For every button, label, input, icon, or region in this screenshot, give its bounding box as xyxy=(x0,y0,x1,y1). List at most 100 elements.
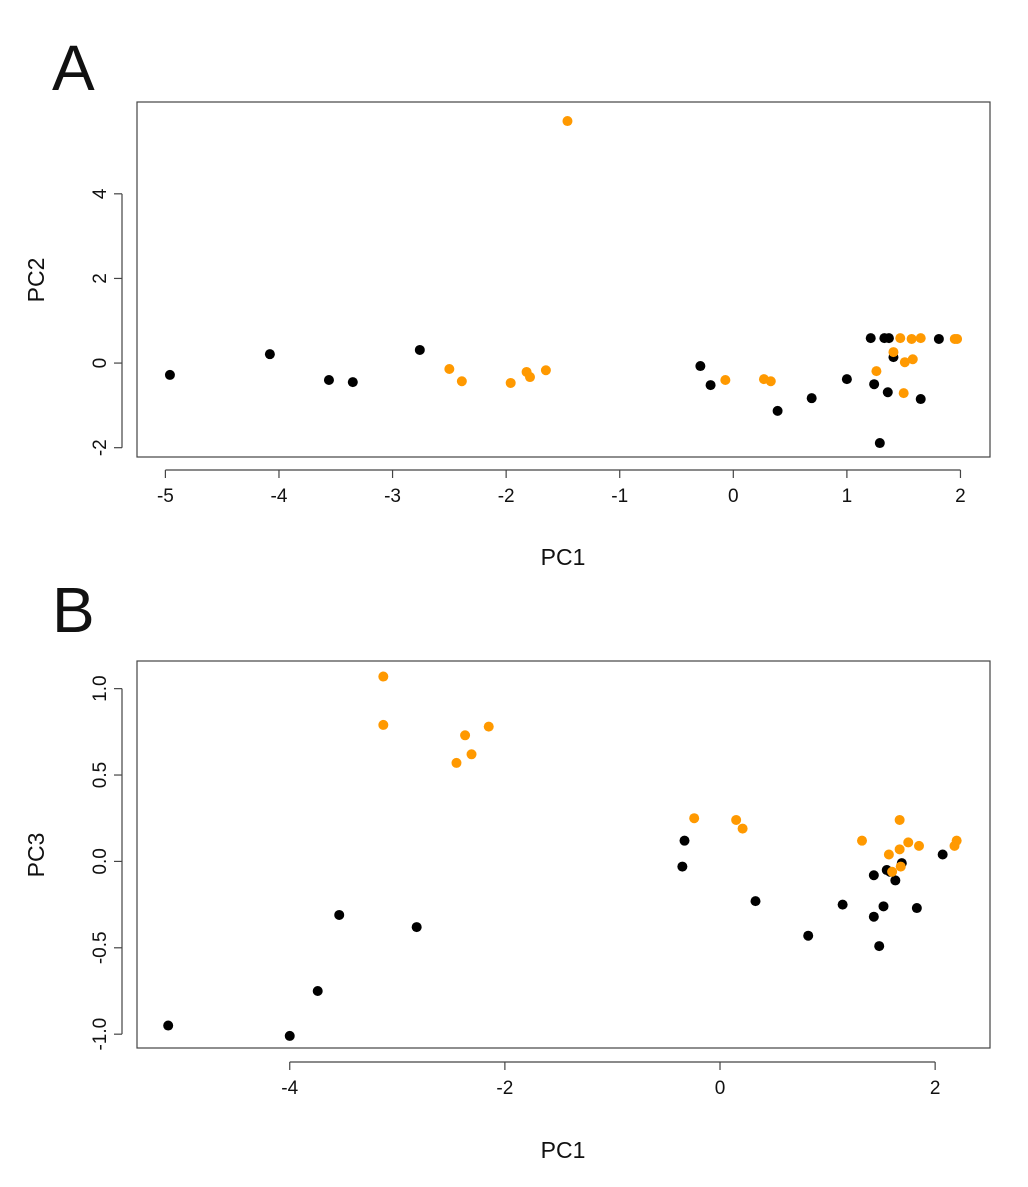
data-point-black xyxy=(868,911,879,922)
y-tick-label: 0 xyxy=(90,358,111,369)
x-tick-label: 0 xyxy=(728,486,739,507)
data-point-orange xyxy=(689,813,700,824)
data-point-black xyxy=(284,1030,295,1041)
y-tick-label: -0.5 xyxy=(90,931,111,964)
x-tick-label: 0 xyxy=(715,1078,726,1099)
data-point-orange xyxy=(894,814,905,825)
data-point-orange xyxy=(765,376,776,387)
data-point-black xyxy=(915,394,926,405)
data-point-orange xyxy=(895,861,906,872)
data-point-orange xyxy=(915,333,926,344)
y-tick-label: 0.0 xyxy=(90,848,111,874)
y-axis-title: PC3 xyxy=(23,833,49,878)
data-point-black xyxy=(677,861,688,872)
data-point-orange xyxy=(720,374,731,385)
data-point-black xyxy=(865,333,876,344)
data-point-orange xyxy=(483,721,494,732)
data-point-black xyxy=(933,333,944,344)
data-point-black xyxy=(163,1020,174,1031)
data-point-black xyxy=(869,379,880,390)
data-point-black xyxy=(695,361,706,372)
x-tick-label: -5 xyxy=(157,486,174,507)
data-point-black xyxy=(164,369,175,380)
data-point-black xyxy=(414,344,425,355)
x-tick-label: -4 xyxy=(271,486,288,507)
data-point-black xyxy=(874,941,885,952)
data-point-black xyxy=(411,922,422,933)
x-tick-label: -3 xyxy=(384,486,401,507)
data-point-orange xyxy=(451,757,462,768)
data-point-orange xyxy=(466,749,477,760)
data-point-orange xyxy=(871,366,882,377)
y-axis-title: PC2 xyxy=(23,258,49,303)
panel-b-chart: B PC1 PC3 -4 -2 0 2 -1.0 -0.5 0.0 0.5 1.0 xyxy=(23,574,991,1163)
data-point-black xyxy=(264,349,275,360)
data-point-orange xyxy=(540,365,551,376)
data-point-orange xyxy=(856,835,867,846)
data-point-orange xyxy=(952,333,963,344)
y-tick-label: -1.0 xyxy=(90,1018,111,1051)
data-point-black xyxy=(883,333,894,344)
data-point-black xyxy=(878,901,889,912)
x-tick-label: -4 xyxy=(281,1078,298,1099)
y-tick-label: -2 xyxy=(90,439,111,456)
data-point-orange xyxy=(378,671,389,682)
data-point-orange xyxy=(903,837,914,848)
y-tick-label: 1.0 xyxy=(90,675,111,701)
data-point-orange xyxy=(907,354,918,365)
x-tick-label: 2 xyxy=(930,1078,941,1099)
data-point-orange xyxy=(444,363,455,374)
data-point-black xyxy=(679,835,690,846)
data-point-black xyxy=(868,870,879,881)
data-point-orange xyxy=(895,333,906,344)
data-point-orange xyxy=(894,844,905,855)
data-point-black xyxy=(806,393,817,404)
x-axis-title: PC1 xyxy=(541,544,586,570)
data-point-black xyxy=(837,899,848,910)
data-point-black xyxy=(323,374,334,385)
data-point-orange xyxy=(898,388,909,399)
panel-label-b: B xyxy=(52,574,95,646)
y-tick-label: 2 xyxy=(90,273,111,284)
data-point-black xyxy=(803,930,814,941)
x-tick-label: -1 xyxy=(611,486,628,507)
data-point-orange xyxy=(460,730,471,741)
data-point-orange xyxy=(883,849,894,860)
y-tick-label: 0.5 xyxy=(90,762,111,788)
data-point-black xyxy=(911,903,922,914)
data-point-black xyxy=(347,377,358,388)
data-point-orange xyxy=(906,333,917,344)
x-tick-label: 2 xyxy=(955,486,966,507)
x-tick-label: 1 xyxy=(842,486,853,507)
data-point-orange xyxy=(888,347,899,358)
data-point-black xyxy=(937,849,948,860)
data-point-black xyxy=(882,387,893,398)
x-tick-label: -2 xyxy=(498,486,515,507)
data-point-orange xyxy=(949,840,960,851)
panel-a-chart: A PC1 PC2 -5 -4 -3 -2 -1 0 1 2 -2 0 2 4 xyxy=(23,32,991,570)
plot-frame xyxy=(136,101,991,458)
data-point-orange xyxy=(914,840,925,851)
data-point-orange xyxy=(456,376,467,387)
data-point-black xyxy=(874,438,885,449)
data-point-orange xyxy=(505,377,516,388)
data-point-black xyxy=(750,896,761,907)
data-point-black xyxy=(772,405,783,416)
data-point-orange xyxy=(899,357,910,368)
data-point-orange xyxy=(378,719,389,730)
data-point-orange xyxy=(887,866,898,877)
data-point-orange xyxy=(737,823,748,834)
data-point-orange xyxy=(731,814,742,825)
panel-label-a: A xyxy=(52,32,95,104)
x-tick-label: -2 xyxy=(496,1078,513,1099)
y-tick-label: 4 xyxy=(90,188,111,199)
data-point-black xyxy=(705,380,716,391)
plot-frame xyxy=(136,660,991,1049)
data-point-black xyxy=(890,875,901,886)
data-point-black xyxy=(841,374,852,385)
x-axis-title: PC1 xyxy=(541,1137,586,1163)
data-point-orange xyxy=(562,116,573,127)
data-point-orange xyxy=(524,372,535,383)
data-point-black xyxy=(312,985,323,996)
